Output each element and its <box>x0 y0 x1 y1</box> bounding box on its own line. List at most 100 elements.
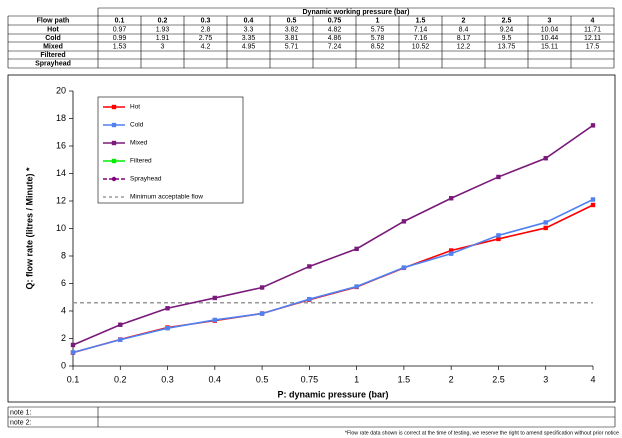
data-point <box>590 197 596 202</box>
y-tick-label: 10 <box>56 223 66 233</box>
x-tick-label: 2 <box>449 374 454 384</box>
x-tick-label: 0.2 <box>114 374 127 384</box>
data-point <box>118 337 123 342</box>
data-point <box>496 236 501 242</box>
x-tick-label: 0.75 <box>301 374 319 384</box>
x-tick-label: 2.5 <box>492 374 505 384</box>
legend-label: Filtered <box>130 158 152 165</box>
data-point <box>212 317 218 323</box>
y-tick-label: 4 <box>61 305 66 315</box>
data-point <box>448 251 454 256</box>
y-tick-label: 6 <box>61 278 66 288</box>
pressure-header: 2.5 <box>502 18 512 25</box>
y-tick-label: 8 <box>61 250 66 260</box>
series-line <box>72 124 594 346</box>
data-point <box>307 264 312 269</box>
x-axis-title: P: dynamic pressure (bar) <box>277 389 388 399</box>
row-label: Hot <box>47 27 59 34</box>
data-point <box>354 246 359 252</box>
chart-frame <box>7 74 616 403</box>
data-point <box>165 306 170 311</box>
x-tick-label: 0.4 <box>209 374 222 384</box>
table-cell: 1.91 <box>156 35 170 42</box>
pressure-header: 1 <box>376 18 380 25</box>
data-point <box>70 350 76 355</box>
table-cell: 10.52 <box>412 44 430 51</box>
data-point <box>590 123 596 128</box>
legend-label: Sprayhead <box>130 176 162 183</box>
pressure-header: 0.4 <box>244 18 254 25</box>
table-cell: 7.16 <box>414 35 428 42</box>
series-line <box>72 204 594 354</box>
data-point <box>111 158 117 164</box>
note-label: note 2: <box>10 419 31 426</box>
row-header: Flow path <box>37 18 70 25</box>
table-cell: 13.75 <box>498 44 516 51</box>
y-tick-label: 2 <box>61 333 66 343</box>
table-cell: 7.14 <box>414 27 428 34</box>
table-cell: 12.11 <box>584 35 601 42</box>
table-cell: 8.52 <box>371 44 385 51</box>
x-tick-label: 1 <box>354 374 359 384</box>
data-point <box>590 202 596 208</box>
table-cell: 9.24 <box>500 27 514 34</box>
y-tick-label: 20 <box>56 85 66 95</box>
data-point <box>118 322 123 327</box>
x-tick-label: 0.3 <box>161 374 174 384</box>
table-cell: 9.5 <box>502 35 512 42</box>
y-tick-label: 18 <box>56 113 66 123</box>
table-cell: 1.53 <box>113 44 127 51</box>
table-cell: 8.17 <box>457 35 471 42</box>
pressure-header: 0.3 <box>201 18 211 25</box>
table-cell: 11.71 <box>584 27 601 34</box>
table-cell: 4.2 <box>201 44 211 51</box>
table-cell: 17.5 <box>586 44 600 51</box>
column-group-header: Dynamic working pressure (bar) <box>303 9 410 16</box>
table-cell: 10.44 <box>541 35 559 42</box>
x-tick-label: 0.5 <box>256 374 269 384</box>
table-cell: 5.75 <box>371 27 385 34</box>
table-cell: 3.3 <box>244 27 254 34</box>
table-cell: 0.99 <box>113 35 127 42</box>
data-point <box>496 174 501 180</box>
data-point <box>111 140 117 146</box>
data-point <box>496 233 501 238</box>
table-cell: 2.8 <box>201 27 211 34</box>
row-label: Cold <box>45 35 61 42</box>
data-point <box>354 284 359 289</box>
legend-label: Minimum acceptable flow <box>130 194 203 201</box>
row-label: Filtered <box>40 52 65 59</box>
table-cell: 5.71 <box>285 44 299 51</box>
pressure-header: 3 <box>548 18 552 25</box>
table-cell: 0.97 <box>113 27 127 34</box>
row-label: Sprayhead <box>35 61 71 68</box>
note-label: note 1: <box>10 409 31 416</box>
data-point <box>111 122 117 128</box>
table-cell: 4.95 <box>242 44 256 51</box>
data-point <box>307 296 312 302</box>
x-tick-label: 4 <box>590 374 595 384</box>
footnote: *Flow rate data shown is correct at the … <box>345 430 619 436</box>
pressure-header: 1.5 <box>416 18 426 25</box>
x-tick-label: 0.1 <box>67 374 80 384</box>
table-cell: 1.93 <box>156 27 170 34</box>
table-cell: 3.35 <box>242 35 256 42</box>
legend-label: Cold <box>130 122 144 129</box>
table-cell: 7.24 <box>328 44 342 51</box>
pressure-header: 0.75 <box>328 18 342 25</box>
pressure-header: 0.1 <box>115 18 125 25</box>
data-point <box>543 156 548 161</box>
table-cell: 4.82 <box>328 27 342 34</box>
data-point <box>111 104 117 110</box>
data-point <box>401 219 407 224</box>
data-point <box>111 176 117 182</box>
table-cell: 4.86 <box>328 35 342 42</box>
table-cell: 3 <box>161 44 165 51</box>
data-point <box>165 325 170 331</box>
data-point <box>543 225 548 231</box>
pressure-header: 0.2 <box>158 18 168 25</box>
y-tick-label: 0 <box>61 360 66 370</box>
legend-box <box>97 96 244 204</box>
table-cell: 12.2 <box>457 44 471 51</box>
